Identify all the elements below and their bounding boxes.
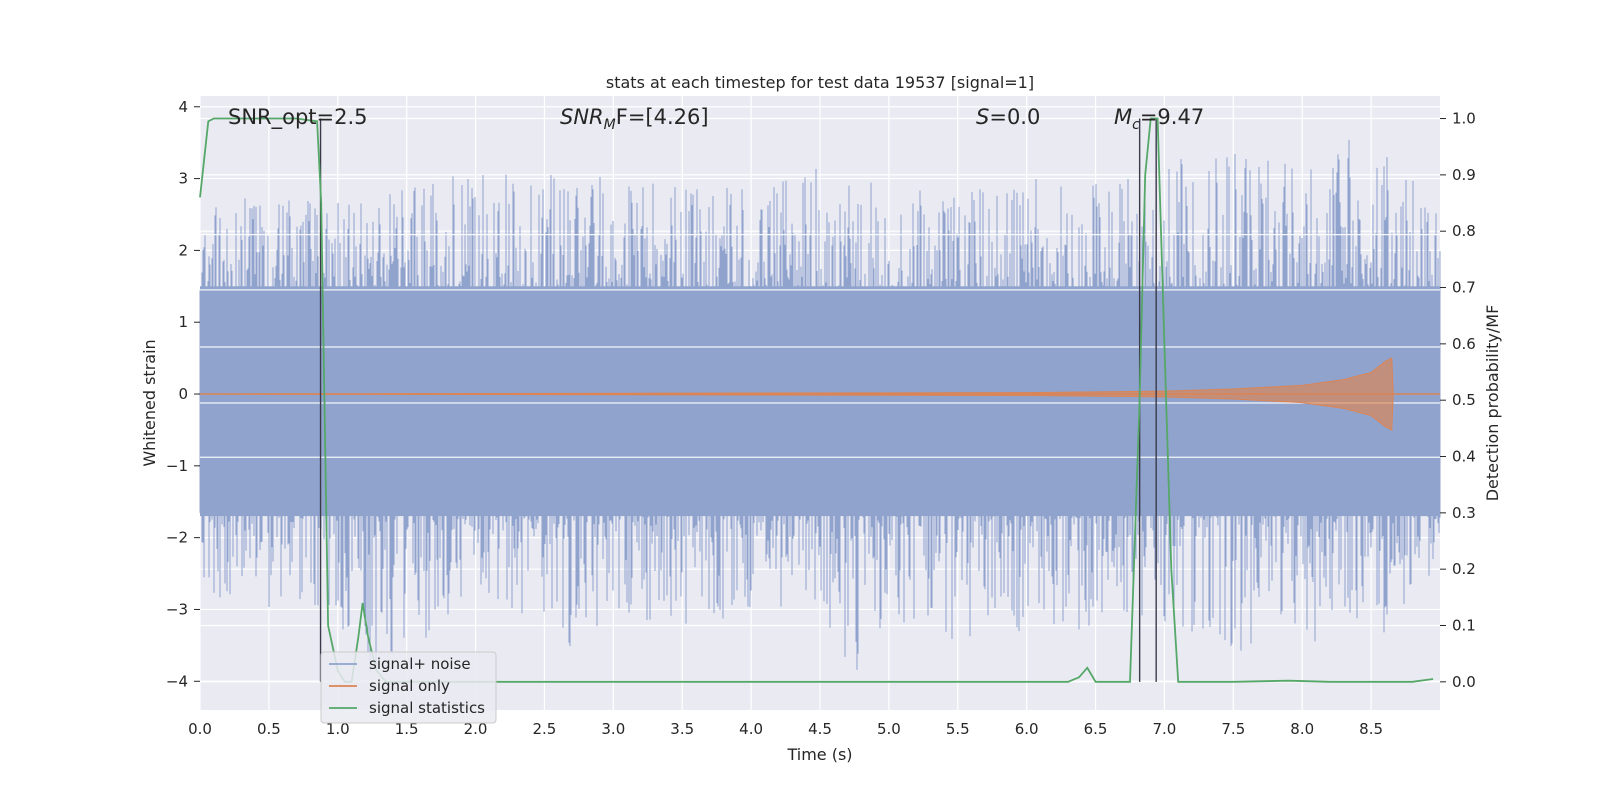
annotations: SNR_opt=2.5 SNRMF=[4.26] S=0.0 Mc=9.47 [228, 105, 1204, 133]
y2-tick-label: 1.0 [1452, 110, 1476, 128]
legend-label-signal-statistics: signal statistics [369, 699, 485, 717]
x-tick-label: 6.5 [1084, 720, 1108, 738]
x-tick-label: 3.0 [601, 720, 625, 738]
annotation-mc: Mc=9.47 [1114, 105, 1204, 133]
signal-statistics-series [199, 117, 1434, 683]
y-tick-label: −2 [166, 529, 188, 547]
y2-tick-label: 0.8 [1452, 222, 1476, 240]
x-tick-label: 1.5 [395, 720, 419, 738]
x-tick-label: 8.0 [1290, 720, 1314, 738]
x-tick-label: 3.5 [670, 720, 694, 738]
x-tick-label: 5.5 [946, 720, 970, 738]
legend-label-signal-only: signal only [369, 677, 450, 695]
x-tick-labels: 0.0 0.5 1.0 1.5 2.0 2.5 3.0 3.5 4.0 4.5 5.0 5.5 6.0 6… [188, 720, 1383, 738]
signal-only-series [199, 357, 1440, 431]
legend-box [320, 651, 497, 724]
y2-axis-label: Detection probability/MF [1483, 305, 1502, 502]
y2-tick-label: 0.9 [1452, 166, 1476, 184]
signal-statistics-line [199, 117, 1434, 683]
y2-tick-label: 0.7 [1452, 279, 1476, 297]
legend-label-signal-noise: signal+ noise [369, 655, 471, 673]
y-tick-label: −1 [166, 457, 188, 475]
x-tick-label: 0.0 [188, 720, 212, 738]
x-tick-label: 4.5 [808, 720, 832, 738]
y-tick-label: 3 [178, 170, 188, 188]
y-tick-label: 1 [178, 313, 188, 331]
y2-tick-label: 0.4 [1452, 448, 1476, 466]
y2-tick-labels: 1.0 0.9 0.8 0.7 0.6 0.5 0.4 0.3 0.2 0.1 0.0 [1440, 110, 1476, 691]
y-tick-label: 4 [178, 98, 188, 116]
y2-tick-label: 0.2 [1452, 560, 1476, 578]
y2-tick-label: 0.3 [1452, 504, 1476, 522]
y2-tick-label: 0.6 [1452, 335, 1476, 353]
x-axis-label: Time (s) [786, 745, 852, 764]
y-tick-label: −3 [166, 600, 188, 618]
chart-title: stats at each timestep for test data 195… [606, 73, 1034, 92]
legend: signal+ noise signal only signal statist… [320, 651, 497, 724]
y-tick-labels: 4 3 2 1 0 −1 −2 −3 −4 [166, 98, 200, 690]
y-axis-label: Whitened strain [140, 339, 159, 466]
y2-tick-label: 0.1 [1452, 617, 1476, 635]
x-tick-label: 8.5 [1359, 720, 1383, 738]
annotation-snr-opt: SNR_opt=2.5 [228, 105, 368, 130]
x-tick-label: 4.0 [739, 720, 763, 738]
y-tick-label: 2 [178, 241, 188, 259]
y2-tick-label: 0.0 [1452, 673, 1476, 691]
x-tick-label: 5.0 [877, 720, 901, 738]
x-tick-label: 0.5 [257, 720, 281, 738]
annotation-s: S=0.0 [976, 105, 1040, 129]
x-tick-label: 2.5 [533, 720, 557, 738]
y2-tick-label: 0.5 [1452, 391, 1476, 409]
x-tick-label: 7.0 [1153, 720, 1177, 738]
y-tick-label: −4 [166, 672, 188, 690]
x-tick-label: 2.0 [464, 720, 488, 738]
x-tick-label: 6.0 [1015, 720, 1039, 738]
annotation-snr-mf: SNRMF=[4.26] [560, 105, 709, 133]
y-tick-label: 0 [178, 385, 188, 403]
x-tick-label: 1.0 [326, 720, 350, 738]
x-tick-label: 7.5 [1221, 720, 1245, 738]
